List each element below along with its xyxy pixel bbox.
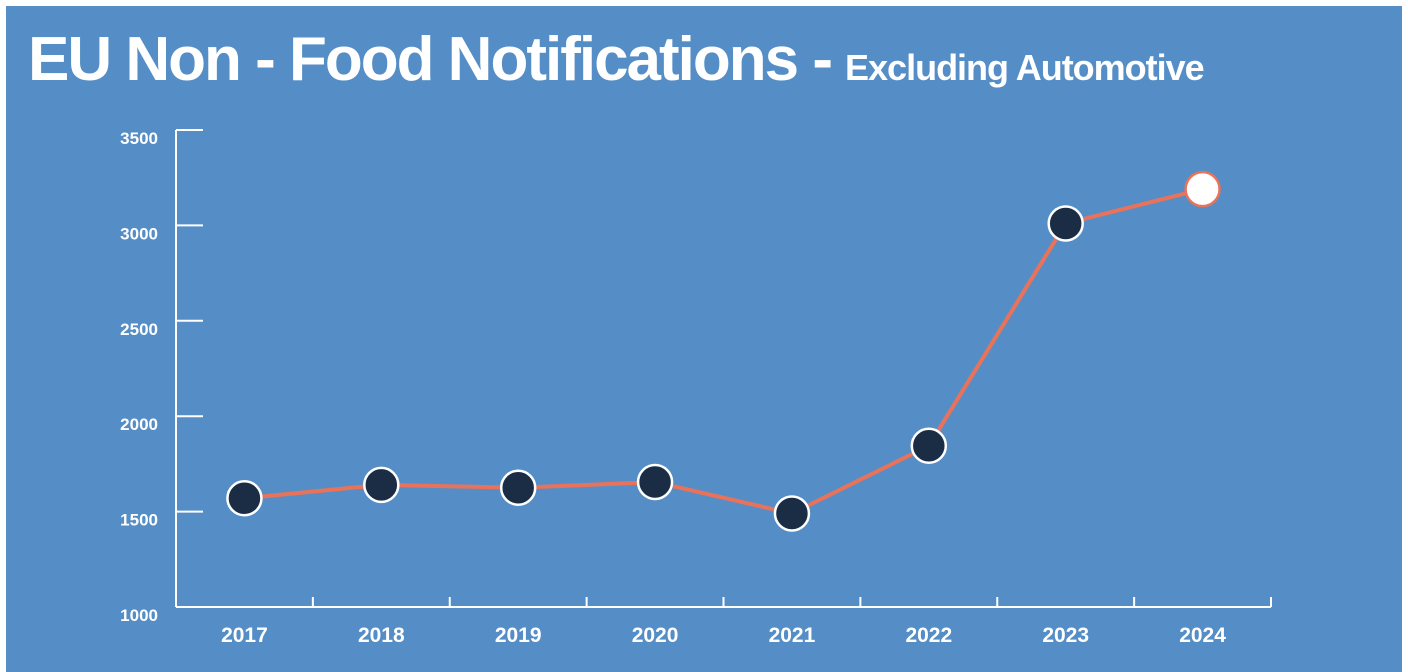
marker [226, 479, 263, 517]
x-tick-label: 2024 [1179, 624, 1226, 647]
background [6, 6, 1402, 672]
marker [499, 469, 537, 506]
y-tick-label: 1500 [120, 511, 158, 530]
chart-subtitle: Excluding Automotive [845, 47, 1204, 88]
marker [773, 495, 811, 532]
marker [1047, 205, 1084, 242]
marker [363, 466, 400, 504]
chart-title-group: EU Non - Food Notifications - Excluding A… [28, 25, 1204, 94]
x-tick-label: 2018 [358, 624, 405, 647]
y-tick-label: 1000 [120, 606, 158, 625]
marker [636, 463, 674, 501]
y-tick-label: 3500 [120, 129, 158, 148]
x-tick-label: 2020 [632, 624, 679, 647]
marker [910, 427, 948, 465]
x-tick-label: 2023 [1042, 624, 1089, 647]
x-tick-label: 2017 [221, 624, 268, 647]
y-tick-label: 3000 [120, 224, 158, 243]
chart-title: EU Non - Food Notifications - [28, 25, 831, 94]
line [244, 187, 1204, 516]
x-tick-label: 2021 [769, 624, 816, 647]
x-tick-label: 2022 [905, 624, 952, 647]
y-tick-label: 2500 [120, 320, 158, 339]
marker [1184, 170, 1221, 208]
y-tick-label: 2000 [120, 415, 158, 434]
x-tick-label: 2019 [495, 624, 542, 647]
